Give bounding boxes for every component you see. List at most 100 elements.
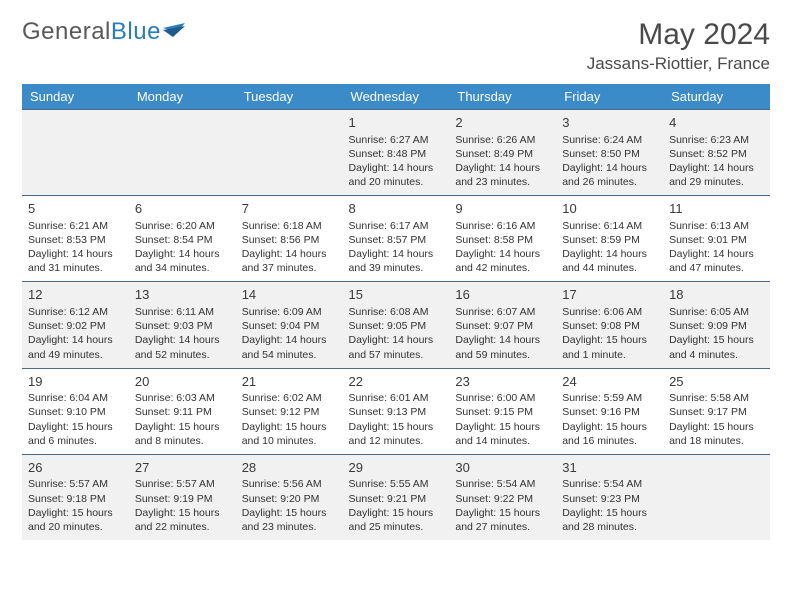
daylight-text: and 4 minutes. xyxy=(669,348,764,362)
day-number: 27 xyxy=(135,459,230,477)
sunrise-text: Sunrise: 5:59 AM xyxy=(562,391,657,405)
calendar-week-row: 1Sunrise: 6:27 AMSunset: 8:48 PMDaylight… xyxy=(22,110,770,196)
day-number: 16 xyxy=(455,286,550,304)
daylight-text: and 31 minutes. xyxy=(28,261,123,275)
daylight-text: and 54 minutes. xyxy=(242,348,337,362)
daylight-text: Daylight: 15 hours xyxy=(349,420,444,434)
daylight-text: and 26 minutes. xyxy=(562,175,657,189)
sunrise-text: Sunrise: 5:55 AM xyxy=(349,477,444,491)
calendar-day-cell: 1Sunrise: 6:27 AMSunset: 8:48 PMDaylight… xyxy=(343,110,450,196)
sunrise-text: Sunrise: 6:24 AM xyxy=(562,133,657,147)
weekday-header: Friday xyxy=(556,84,663,110)
day-number: 1 xyxy=(349,114,444,132)
calendar-day-cell: 19Sunrise: 6:04 AMSunset: 9:10 PMDayligh… xyxy=(22,368,129,454)
sunset-text: Sunset: 8:50 PM xyxy=(562,147,657,161)
day-number: 8 xyxy=(349,200,444,218)
daylight-text: Daylight: 14 hours xyxy=(28,247,123,261)
day-number: 17 xyxy=(562,286,657,304)
daylight-text: Daylight: 15 hours xyxy=(135,506,230,520)
sunset-text: Sunset: 9:13 PM xyxy=(349,405,444,419)
day-number: 26 xyxy=(28,459,123,477)
sunset-text: Sunset: 9:08 PM xyxy=(562,319,657,333)
day-number: 13 xyxy=(135,286,230,304)
daylight-text: and 47 minutes. xyxy=(669,261,764,275)
calendar-day-cell: 22Sunrise: 6:01 AMSunset: 9:13 PMDayligh… xyxy=(343,368,450,454)
calendar-day-cell: 23Sunrise: 6:00 AMSunset: 9:15 PMDayligh… xyxy=(449,368,556,454)
day-number: 30 xyxy=(455,459,550,477)
day-number: 18 xyxy=(669,286,764,304)
day-number: 6 xyxy=(135,200,230,218)
daylight-text: Daylight: 14 hours xyxy=(669,161,764,175)
sunset-text: Sunset: 8:54 PM xyxy=(135,233,230,247)
sunset-text: Sunset: 9:01 PM xyxy=(669,233,764,247)
daylight-text: and 8 minutes. xyxy=(135,434,230,448)
daylight-text: and 27 minutes. xyxy=(455,520,550,534)
sunset-text: Sunset: 9:23 PM xyxy=(562,492,657,506)
sunrise-text: Sunrise: 6:27 AM xyxy=(349,133,444,147)
sunrise-text: Sunrise: 6:08 AM xyxy=(349,305,444,319)
day-number: 5 xyxy=(28,200,123,218)
daylight-text: Daylight: 14 hours xyxy=(562,247,657,261)
daylight-text: Daylight: 14 hours xyxy=(28,333,123,347)
daylight-text: and 16 minutes. xyxy=(562,434,657,448)
sunrise-text: Sunrise: 6:18 AM xyxy=(242,219,337,233)
sunrise-text: Sunrise: 5:58 AM xyxy=(669,391,764,405)
sunrise-text: Sunrise: 6:00 AM xyxy=(455,391,550,405)
daylight-text: and 44 minutes. xyxy=(562,261,657,275)
calendar-day-cell xyxy=(236,110,343,196)
daylight-text: Daylight: 14 hours xyxy=(349,161,444,175)
weekday-header: Thursday xyxy=(449,84,556,110)
calendar-day-cell: 12Sunrise: 6:12 AMSunset: 9:02 PMDayligh… xyxy=(22,282,129,368)
daylight-text: and 29 minutes. xyxy=(669,175,764,189)
sunset-text: Sunset: 9:05 PM xyxy=(349,319,444,333)
sunrise-text: Sunrise: 6:06 AM xyxy=(562,305,657,319)
daylight-text: and 23 minutes. xyxy=(242,520,337,534)
daylight-text: and 1 minute. xyxy=(562,348,657,362)
sunrise-text: Sunrise: 6:04 AM xyxy=(28,391,123,405)
day-number: 11 xyxy=(669,200,764,218)
daylight-text: Daylight: 14 hours xyxy=(135,247,230,261)
calendar-day-cell: 5Sunrise: 6:21 AMSunset: 8:53 PMDaylight… xyxy=(22,196,129,282)
sunset-text: Sunset: 9:10 PM xyxy=(28,405,123,419)
sunrise-text: Sunrise: 5:56 AM xyxy=(242,477,337,491)
daylight-text: Daylight: 14 hours xyxy=(669,247,764,261)
daylight-text: and 20 minutes. xyxy=(349,175,444,189)
sunset-text: Sunset: 8:58 PM xyxy=(455,233,550,247)
daylight-text: Daylight: 15 hours xyxy=(562,333,657,347)
calendar-day-cell: 21Sunrise: 6:02 AMSunset: 9:12 PMDayligh… xyxy=(236,368,343,454)
daylight-text: and 28 minutes. xyxy=(562,520,657,534)
calendar-day-cell xyxy=(663,454,770,540)
sunrise-text: Sunrise: 6:05 AM xyxy=(669,305,764,319)
calendar-day-cell: 4Sunrise: 6:23 AMSunset: 8:52 PMDaylight… xyxy=(663,110,770,196)
calendar-day-cell: 3Sunrise: 6:24 AMSunset: 8:50 PMDaylight… xyxy=(556,110,663,196)
daylight-text: and 57 minutes. xyxy=(349,348,444,362)
sunset-text: Sunset: 9:09 PM xyxy=(669,319,764,333)
day-number: 24 xyxy=(562,373,657,391)
calendar-day-cell: 14Sunrise: 6:09 AMSunset: 9:04 PMDayligh… xyxy=(236,282,343,368)
calendar-day-cell: 18Sunrise: 6:05 AMSunset: 9:09 PMDayligh… xyxy=(663,282,770,368)
calendar-day-cell: 30Sunrise: 5:54 AMSunset: 9:22 PMDayligh… xyxy=(449,454,556,540)
daylight-text: and 39 minutes. xyxy=(349,261,444,275)
day-number: 14 xyxy=(242,286,337,304)
sunset-text: Sunset: 9:02 PM xyxy=(28,319,123,333)
sunset-text: Sunset: 8:48 PM xyxy=(349,147,444,161)
daylight-text: Daylight: 14 hours xyxy=(455,333,550,347)
calendar-day-cell: 8Sunrise: 6:17 AMSunset: 8:57 PMDaylight… xyxy=(343,196,450,282)
day-number: 23 xyxy=(455,373,550,391)
day-number: 25 xyxy=(669,373,764,391)
daylight-text: Daylight: 15 hours xyxy=(669,333,764,347)
calendar-day-cell: 7Sunrise: 6:18 AMSunset: 8:56 PMDaylight… xyxy=(236,196,343,282)
calendar-week-row: 12Sunrise: 6:12 AMSunset: 9:02 PMDayligh… xyxy=(22,282,770,368)
sunset-text: Sunset: 9:20 PM xyxy=(242,492,337,506)
daylight-text: and 42 minutes. xyxy=(455,261,550,275)
daylight-text: and 18 minutes. xyxy=(669,434,764,448)
sunset-text: Sunset: 9:21 PM xyxy=(349,492,444,506)
daylight-text: Daylight: 14 hours xyxy=(562,161,657,175)
daylight-text: and 59 minutes. xyxy=(455,348,550,362)
sunrise-text: Sunrise: 6:09 AM xyxy=(242,305,337,319)
daylight-text: Daylight: 14 hours xyxy=(349,333,444,347)
sunset-text: Sunset: 9:11 PM xyxy=(135,405,230,419)
calendar-day-cell: 13Sunrise: 6:11 AMSunset: 9:03 PMDayligh… xyxy=(129,282,236,368)
daylight-text: and 14 minutes. xyxy=(455,434,550,448)
day-number: 9 xyxy=(455,200,550,218)
